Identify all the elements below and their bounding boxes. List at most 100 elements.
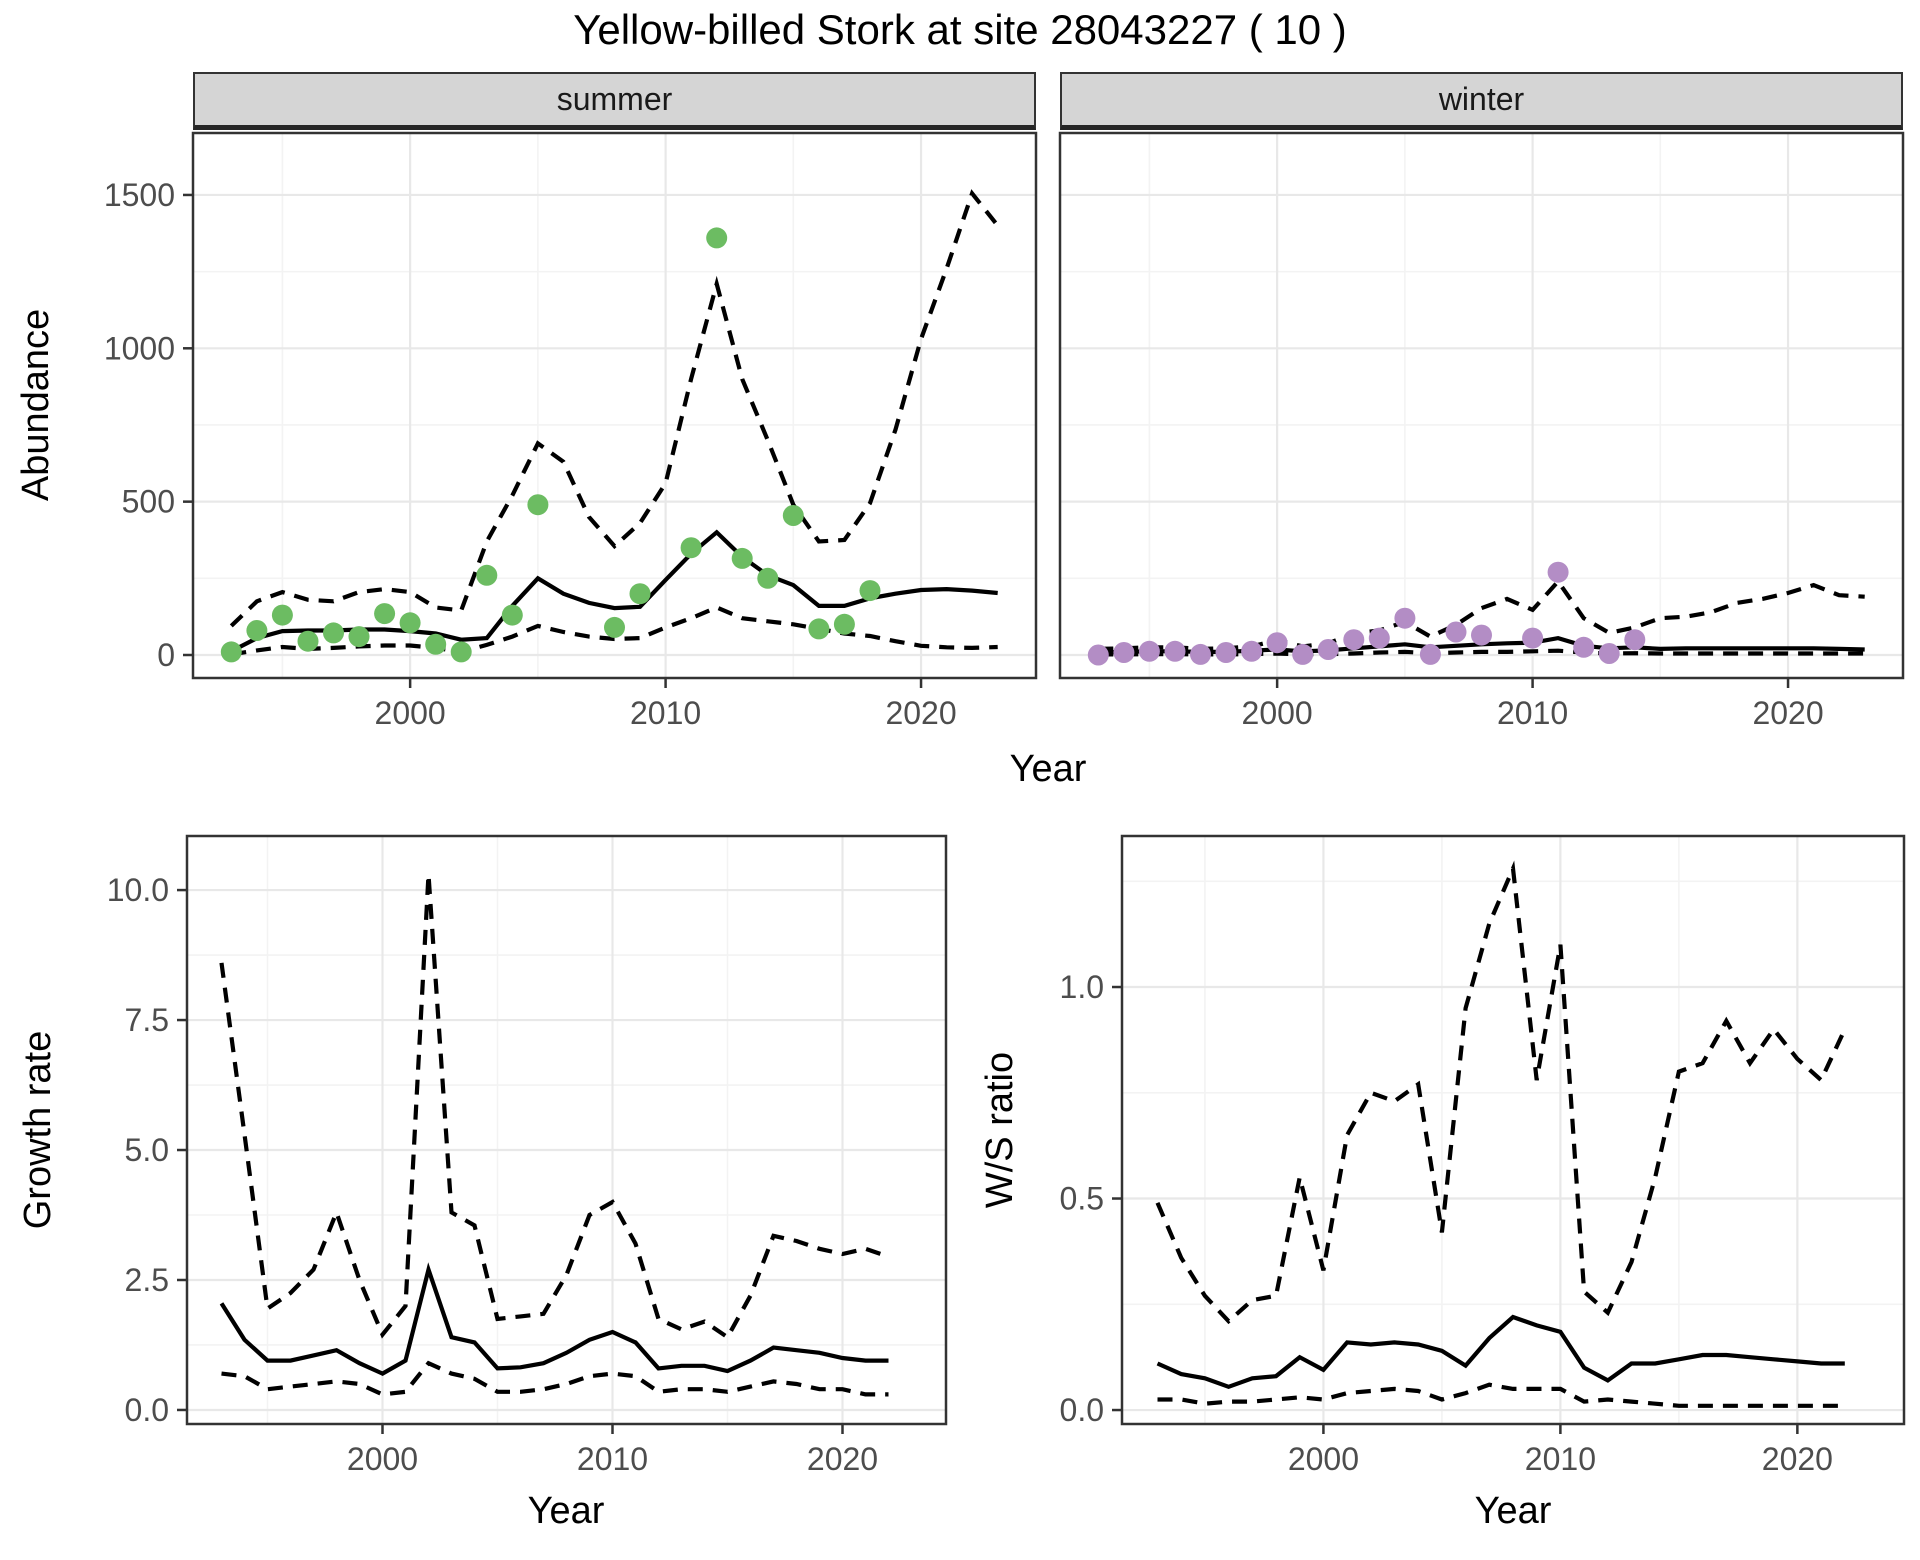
x-tick-label: 2010: [1525, 1441, 1596, 1477]
observation-point: [782, 505, 804, 526]
observation-point: [731, 547, 753, 569]
axis-ticks: 2000 2010 2020 0.0 0.5 1.0: [1060, 969, 1833, 1477]
y-tick-label: 1.0: [1060, 969, 1104, 1005]
ws-ratio-panel: 2000 2010 2020 0.0 0.5 1.0: [1060, 834, 1906, 1477]
facet-strip-winter: winter: [1060, 72, 1903, 130]
minor-gridlines: [1122, 836, 1904, 1424]
observation-point: [1624, 629, 1646, 651]
observation-point: [425, 633, 447, 655]
observation-point: [1164, 640, 1186, 662]
observed-points: [1087, 561, 1646, 666]
y-tick-label: 5.0: [125, 1132, 169, 1168]
axis-ticks: 2000 2010 2020 0 500 1000 1500: [104, 177, 957, 731]
observation-point: [476, 564, 498, 586]
observation-point: [1368, 627, 1390, 649]
observation-point: [1343, 629, 1365, 651]
observation-point: [757, 567, 779, 589]
observation-point: [271, 604, 293, 626]
y-tick-label: 0.0: [125, 1392, 169, 1428]
fit-line: [219, 1262, 889, 1376]
y-tick-label: 2.5: [125, 1262, 169, 1298]
axis-ticks: 2000 2010 2020 0.0 2.5 5.0 7.5 10.0: [107, 872, 878, 1477]
x-axis-title-year-ws: Year: [1474, 1490, 1552, 1532]
upper-ci-line: [219, 874, 890, 1341]
facet-strip-summer-label: summer: [556, 81, 673, 117]
observation-point: [1522, 627, 1544, 649]
observation-point: [1292, 643, 1314, 665]
x-tick-label: 2010: [1497, 695, 1568, 731]
minor-gridlines: [1060, 133, 1903, 678]
observation-point: [808, 618, 830, 640]
observation-point: [450, 641, 472, 663]
y-tick-label: 0.0: [1060, 1392, 1104, 1428]
x-axis-title-year-growth: Year: [527, 1490, 605, 1532]
observation-point: [1113, 642, 1135, 663]
observation-point: [1394, 607, 1416, 629]
observation-point: [1445, 621, 1467, 643]
x-axis-title-year-top: Year: [1009, 748, 1087, 790]
x-tick-label: 2000: [347, 1441, 418, 1477]
observation-point: [348, 626, 370, 648]
observation-point: [1087, 644, 1109, 666]
y-tick-label: 500: [122, 484, 175, 520]
facet-strip-winter-label: winter: [1438, 81, 1525, 117]
plot-title: Yellow-billed Stork at site 28043227 ( 1…: [573, 6, 1347, 53]
lower-ci-line: [1157, 1382, 1845, 1408]
observation-point: [220, 641, 242, 663]
observation-point: [1138, 640, 1160, 662]
observation-point: [629, 583, 651, 605]
upper-ci-line: [1155, 860, 1847, 1325]
abundance-winter-panel: 2000 2010 2020: [1058, 131, 1905, 731]
minor-gridlines: [187, 836, 946, 1424]
x-tick-label: 2010: [630, 695, 701, 731]
y-tick-label: 1500: [104, 177, 175, 213]
observation-point: [1190, 643, 1211, 665]
observation-point: [1266, 632, 1288, 654]
observation-point: [604, 616, 625, 638]
major-gridlines: [1122, 836, 1904, 1424]
observation-point: [1419, 643, 1441, 665]
x-tick-label: 2000: [1288, 1441, 1359, 1477]
observation-point: [323, 622, 344, 644]
x-tick-label: 2020: [1762, 1441, 1833, 1477]
upper-ci-line: [229, 189, 1000, 628]
y-tick-label: 1000: [104, 330, 175, 366]
x-tick-label: 2020: [885, 695, 956, 731]
growth-rate-panel: 2000 2010 2020 0.0 2.5 5.0 7.5 10.0: [107, 834, 948, 1477]
observation-point: [1471, 624, 1492, 646]
x-tick-label: 2000: [375, 695, 446, 731]
y-tick-label: 7.5: [125, 1002, 169, 1038]
observation-point: [1241, 640, 1263, 662]
fit-line: [1156, 1314, 1845, 1390]
observation-point: [399, 612, 421, 634]
x-tick-label: 2020: [807, 1441, 878, 1477]
axis-ticks: 2000 2010 2020: [1242, 678, 1824, 731]
facet-strip-summer: summer: [193, 72, 1036, 130]
observation-point: [680, 537, 702, 559]
x-tick-label: 2020: [1752, 695, 1823, 731]
lower-ci-line: [221, 1360, 889, 1397]
y-tick-label: 0.5: [1060, 1181, 1104, 1217]
major-gridlines: [193, 133, 1036, 678]
x-tick-label: 2000: [1242, 695, 1313, 731]
observation-point: [1573, 636, 1595, 658]
x-tick-label: 2010: [577, 1441, 648, 1477]
observation-point: [833, 613, 855, 635]
observation-point: [374, 603, 396, 625]
major-gridlines: [187, 836, 946, 1424]
y-tick-label: 0: [157, 637, 175, 673]
observation-point: [501, 604, 523, 626]
observation-point: [1317, 639, 1339, 660]
observed-points: [220, 227, 881, 663]
observation-point: [706, 227, 728, 249]
observation-point: [246, 620, 268, 641]
observation-point: [1598, 643, 1620, 664]
observation-point: [527, 494, 549, 516]
observation-point: [297, 630, 319, 652]
observation-point: [1547, 561, 1569, 583]
y-tick-label: 10.0: [107, 872, 169, 908]
observation-point: [1215, 642, 1237, 663]
abundance-summer-panel: 2000 2010 2020 0 500 1000 1500: [104, 131, 1038, 731]
